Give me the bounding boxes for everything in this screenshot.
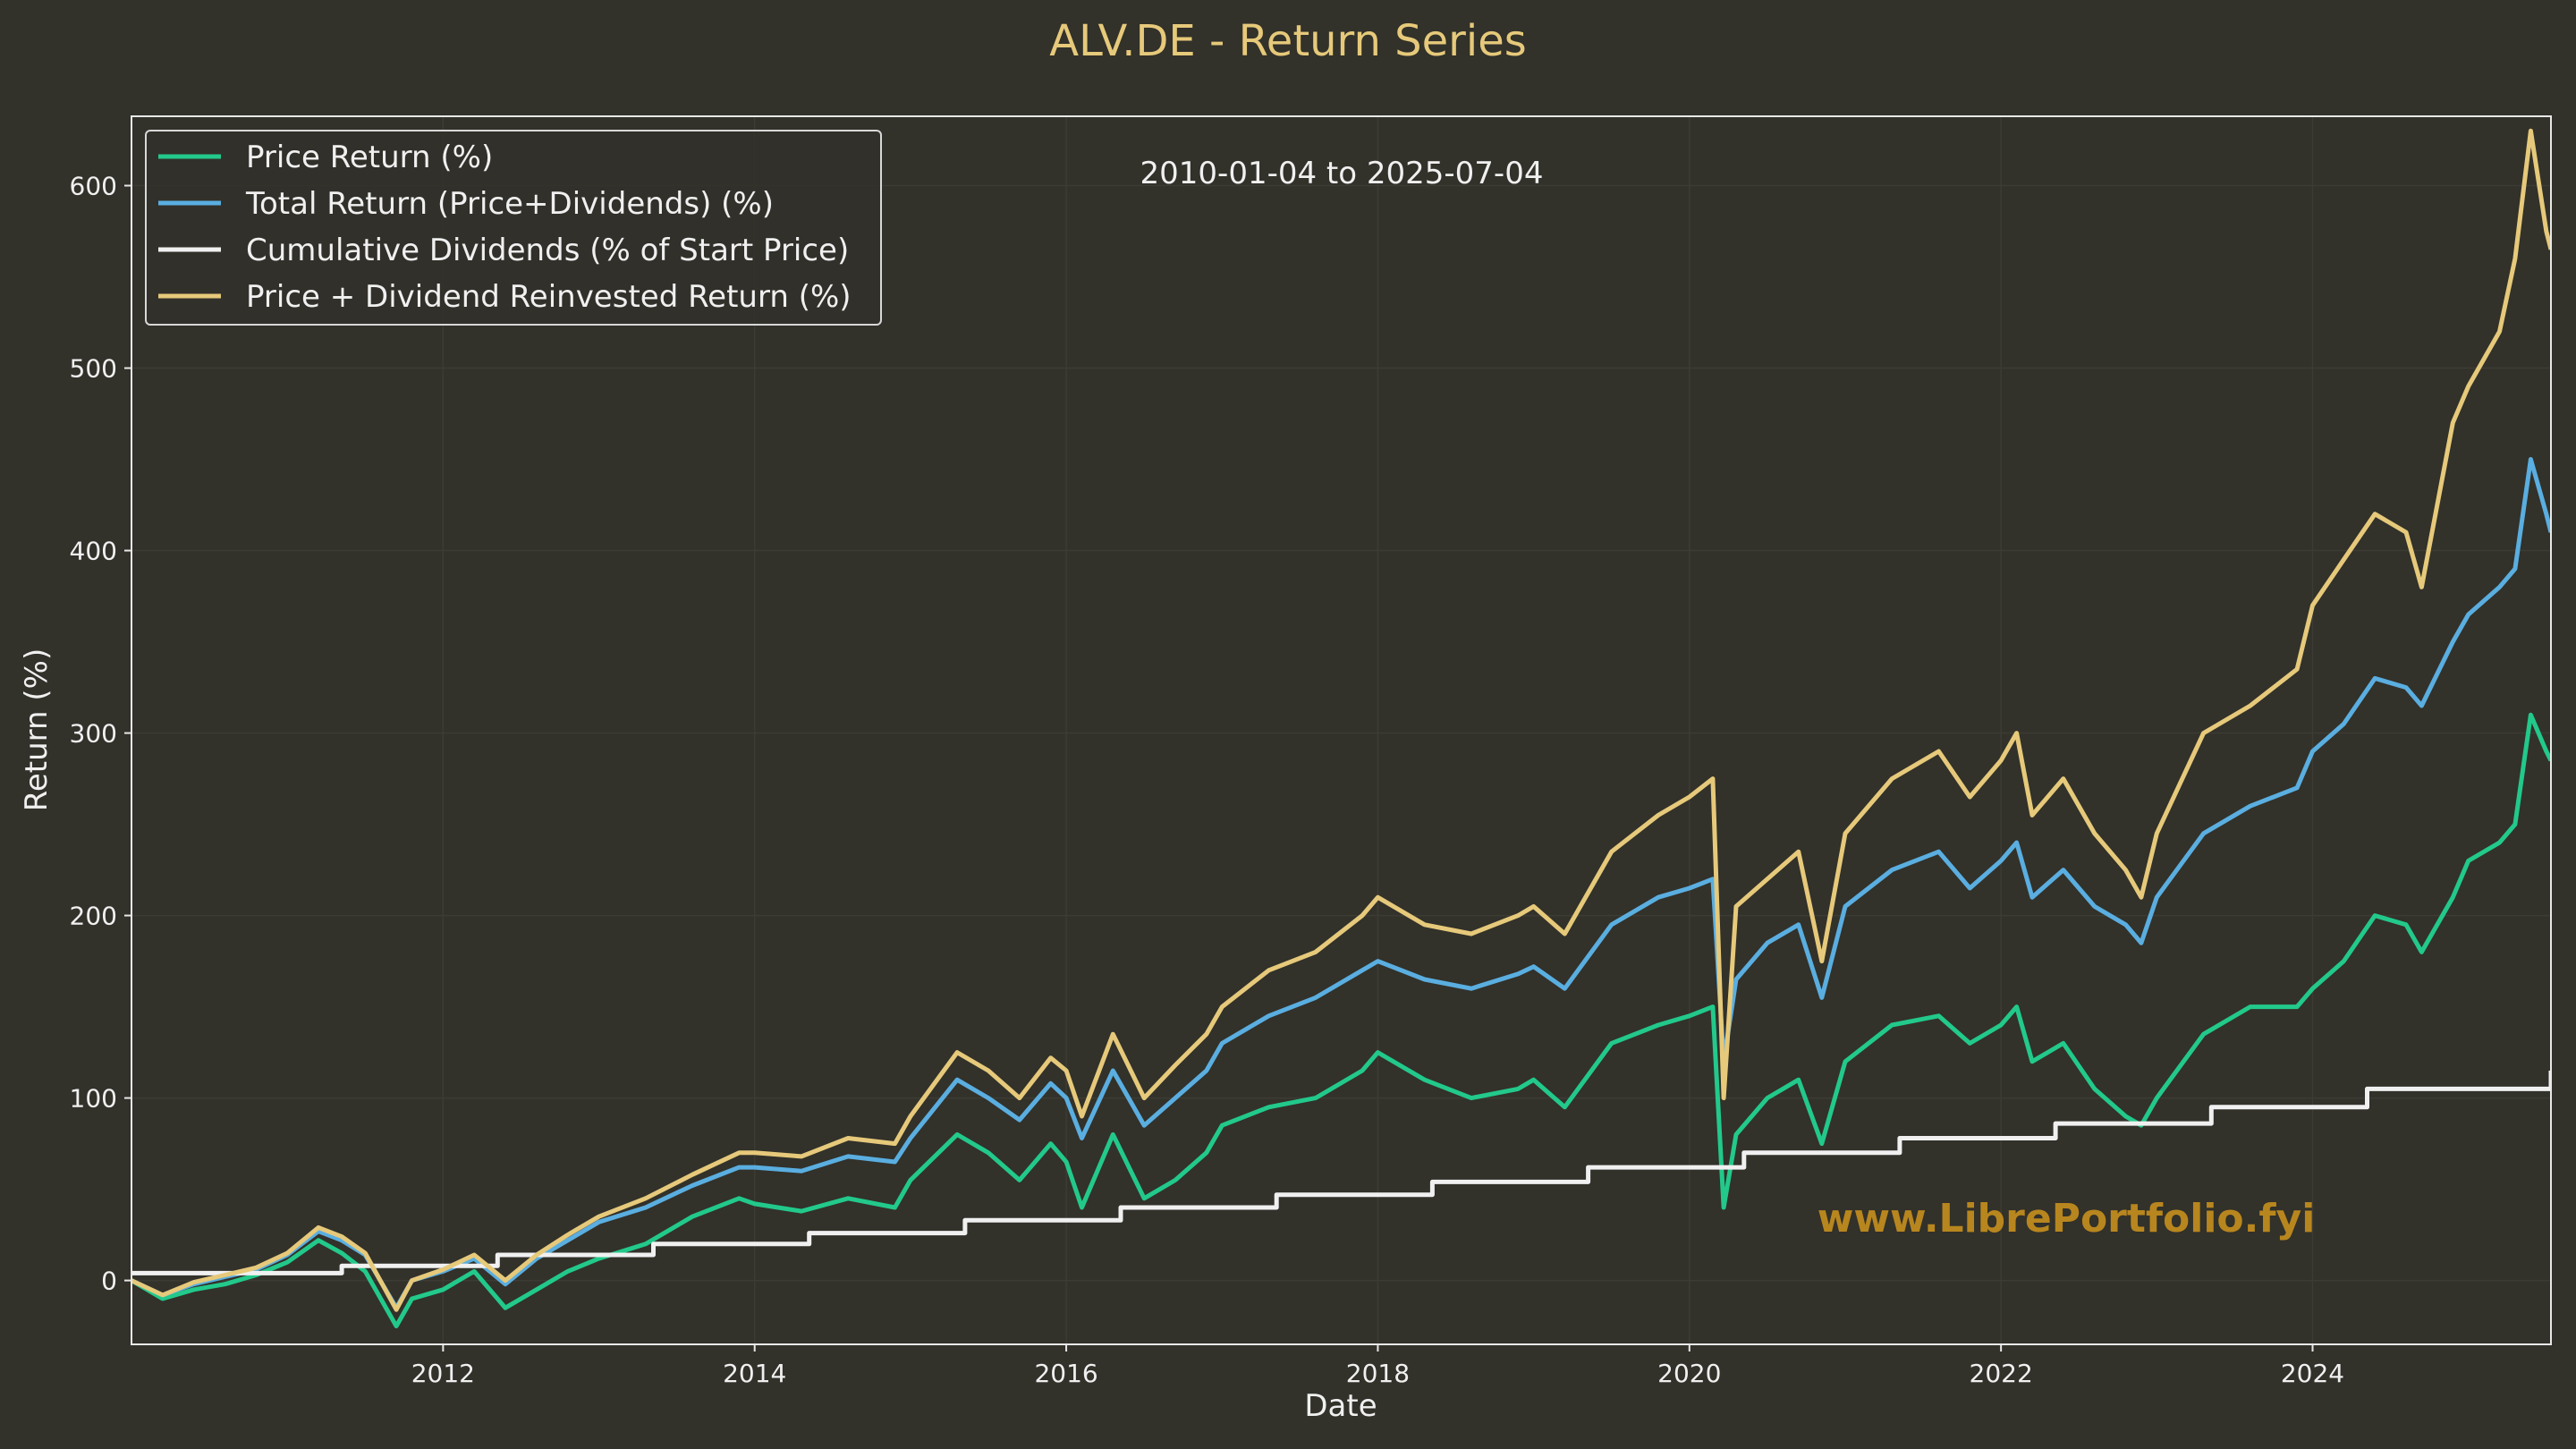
legend-label-total-return: Total Return (Price+Dividends) (%) [245, 186, 774, 222]
plot-frame [131, 115, 2552, 1345]
legend-entry-price-return: Price Return (%) [158, 140, 493, 175]
series-line-total-return [131, 457, 2551, 1310]
legend-entry-reinvested-return: Price + Dividend Reinvested Return (%) [158, 279, 852, 315]
series-line-reinvested-return [131, 128, 2551, 1312]
y-tick-label: 300 [70, 719, 117, 749]
grid-lines [131, 116, 2551, 1344]
series-line-cumulative-dividends [131, 1071, 2551, 1275]
y-tick-label: 500 [70, 354, 117, 384]
x-tick-label: 2020 [1657, 1359, 1721, 1388]
legend-label-price-return: Price Return (%) [246, 140, 493, 175]
y-tick-label: 600 [70, 172, 117, 201]
y-axis-label: Return (%) [19, 648, 55, 811]
chart-title: ALV.DE - Return Series [1049, 16, 1526, 66]
legend-entry-cumulative-dividends: Cumulative Dividends (% of Start Price) [158, 233, 849, 268]
y-tick-label: 0 [101, 1267, 117, 1296]
x-axis-label: Date [1304, 1388, 1377, 1424]
y-tick-label: 100 [70, 1084, 117, 1114]
x-tick-label: 2014 [723, 1359, 786, 1388]
x-tick-label: 2022 [1970, 1359, 2033, 1388]
legend-label-reinvested-return: Price + Dividend Reinvested Return (%) [246, 279, 852, 315]
x-axis-ticks: 2012 2014 2016 2018 2020 2022 2024 [411, 1344, 2344, 1388]
legend-box [145, 130, 882, 326]
x-tick-label: 2016 [1034, 1359, 1097, 1388]
y-tick-label: 400 [70, 537, 117, 566]
watermark: www.LibrePortfolio.fyi [1818, 1196, 2316, 1241]
x-tick-label: 2018 [1346, 1359, 1410, 1388]
legend-entry-total-return: Total Return (Price+Dividends) (%) [158, 186, 774, 222]
x-tick-label: 2024 [2281, 1359, 2344, 1388]
legend-label-cumulative-dividends: Cumulative Dividends (% of Start Price) [246, 233, 849, 268]
series-lines [131, 128, 2551, 1329]
legend: Price Return (%) Total Return (Price+Div… [145, 130, 882, 326]
date-range-annotation: 2010-01-04 to 2025-07-04 [1140, 156, 1544, 191]
y-tick-label: 200 [70, 902, 117, 931]
y-axis-ticks: 0 100 200 300 400 500 600 [70, 172, 131, 1296]
x-tick-label: 2012 [411, 1359, 475, 1388]
series-line-price-return [131, 712, 2551, 1329]
